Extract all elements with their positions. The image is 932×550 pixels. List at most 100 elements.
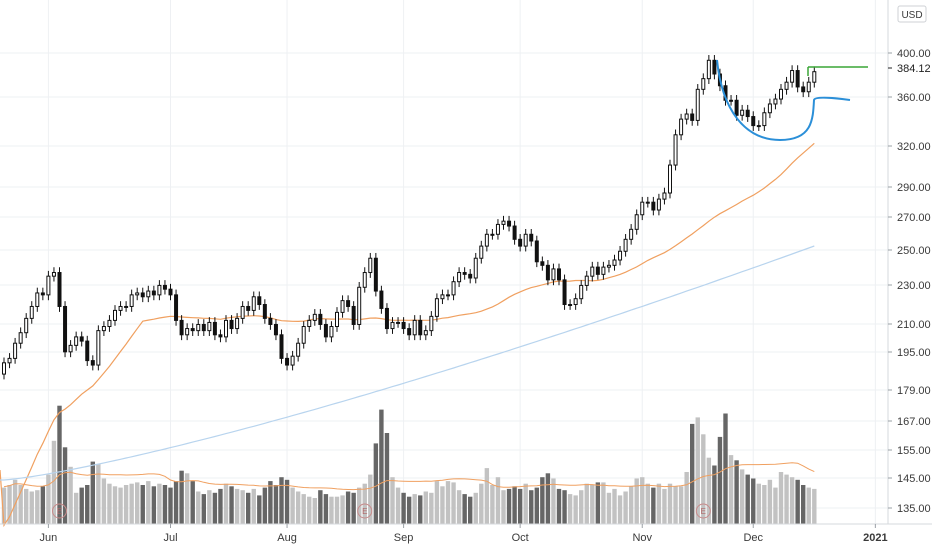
candle-body-up <box>96 330 101 366</box>
candle-body-up <box>135 292 140 296</box>
candle <box>490 229 495 240</box>
candle <box>484 229 489 252</box>
candle <box>146 285 151 303</box>
candle-body-up <box>7 357 12 364</box>
time-axis[interactable]: JunJulAugSepOctNovDec2021Feb <box>0 523 932 544</box>
candle <box>507 215 512 232</box>
volume-bar <box>617 495 623 524</box>
candle-body-down <box>540 261 545 266</box>
volume-bar <box>329 496 334 524</box>
candle-body-up <box>101 326 106 332</box>
price-tick-label: 155.00 <box>897 445 931 457</box>
candle-body-up <box>107 319 112 328</box>
volume-bar <box>273 485 279 524</box>
candle-body-up <box>762 112 767 127</box>
candle-body-up <box>35 292 40 307</box>
candle-body-down <box>262 304 267 319</box>
candle-body-up <box>423 330 428 336</box>
time-tick-label: Jun <box>40 532 58 544</box>
candle <box>124 301 129 312</box>
volume-bar <box>129 483 134 524</box>
volume-bar <box>778 472 784 524</box>
candle-body-up <box>18 332 23 344</box>
volume-bar <box>801 485 806 524</box>
candle-body-up <box>235 317 240 330</box>
candle <box>756 120 761 131</box>
candle <box>429 311 434 336</box>
currency-button[interactable]: USD <box>897 5 927 23</box>
candle <box>140 287 145 303</box>
volume-bar <box>57 405 62 524</box>
volume-bar <box>140 485 145 524</box>
volume-bar <box>68 466 73 524</box>
candle-body-down <box>346 300 351 307</box>
candle <box>773 93 778 110</box>
candle-body-up <box>573 298 578 306</box>
volume-bar <box>479 483 484 524</box>
candle-body-up <box>446 294 450 297</box>
candle <box>690 108 695 126</box>
volume-bar <box>173 481 179 524</box>
volume-bar <box>51 440 57 524</box>
candle-body-down <box>246 305 251 311</box>
time-tick-label: 2021 <box>863 532 887 544</box>
candle <box>63 301 68 358</box>
candle-body-down <box>201 323 206 332</box>
candle <box>495 219 500 240</box>
volume-bar <box>773 487 778 524</box>
volume-bar <box>73 492 79 524</box>
volume-bar <box>357 487 362 524</box>
volume-bars <box>1 405 817 524</box>
candle <box>729 94 734 106</box>
candle <box>651 196 656 216</box>
candle <box>307 315 312 332</box>
candle <box>379 285 384 314</box>
volume-bar <box>212 492 218 524</box>
price-axis[interactable]: 195.00 210.00 230.00 250.00 270.00 290.00 320.… <box>887 0 931 524</box>
candle-body-down <box>562 279 567 306</box>
candle-body-up <box>290 355 295 366</box>
earnings-letter: E <box>57 507 62 516</box>
candle <box>479 240 484 264</box>
candle <box>129 289 134 312</box>
candle <box>351 301 356 330</box>
candle <box>185 323 190 341</box>
candle-body-down <box>140 292 145 298</box>
candle <box>473 252 478 284</box>
candle-body-up <box>457 272 462 283</box>
candle <box>7 353 12 369</box>
candle-body-up <box>396 321 401 324</box>
volume-bar <box>46 474 51 524</box>
candle-body-down <box>462 272 467 275</box>
volume-bar <box>1 487 7 524</box>
volume-bar <box>379 409 384 524</box>
volume-bar <box>634 478 639 524</box>
volume-bar <box>318 490 323 524</box>
volume-bar <box>246 492 251 524</box>
moving-average-long <box>0 245 815 481</box>
volume-bar <box>601 482 606 524</box>
candle <box>679 113 684 141</box>
candle-body-down <box>507 220 512 227</box>
candle-body-up <box>568 304 573 307</box>
candle <box>668 159 672 199</box>
candle-body-up <box>668 164 672 194</box>
candle-body-down <box>795 70 800 88</box>
volume-bar <box>756 483 761 524</box>
candle <box>434 293 439 322</box>
volume-bar <box>612 488 617 524</box>
volume-bar <box>806 487 811 524</box>
candle <box>606 260 611 273</box>
candle <box>784 76 789 95</box>
candle <box>701 73 706 95</box>
volume-bar <box>734 460 739 524</box>
volume-bar <box>640 477 645 524</box>
candle <box>74 331 79 351</box>
candles[interactable] <box>2 55 817 380</box>
candle <box>329 321 334 343</box>
candle-body-down <box>690 113 695 121</box>
candle-body-up <box>124 305 129 308</box>
price-tick-label: 210.00 <box>897 319 931 331</box>
volume-bar <box>223 483 229 524</box>
